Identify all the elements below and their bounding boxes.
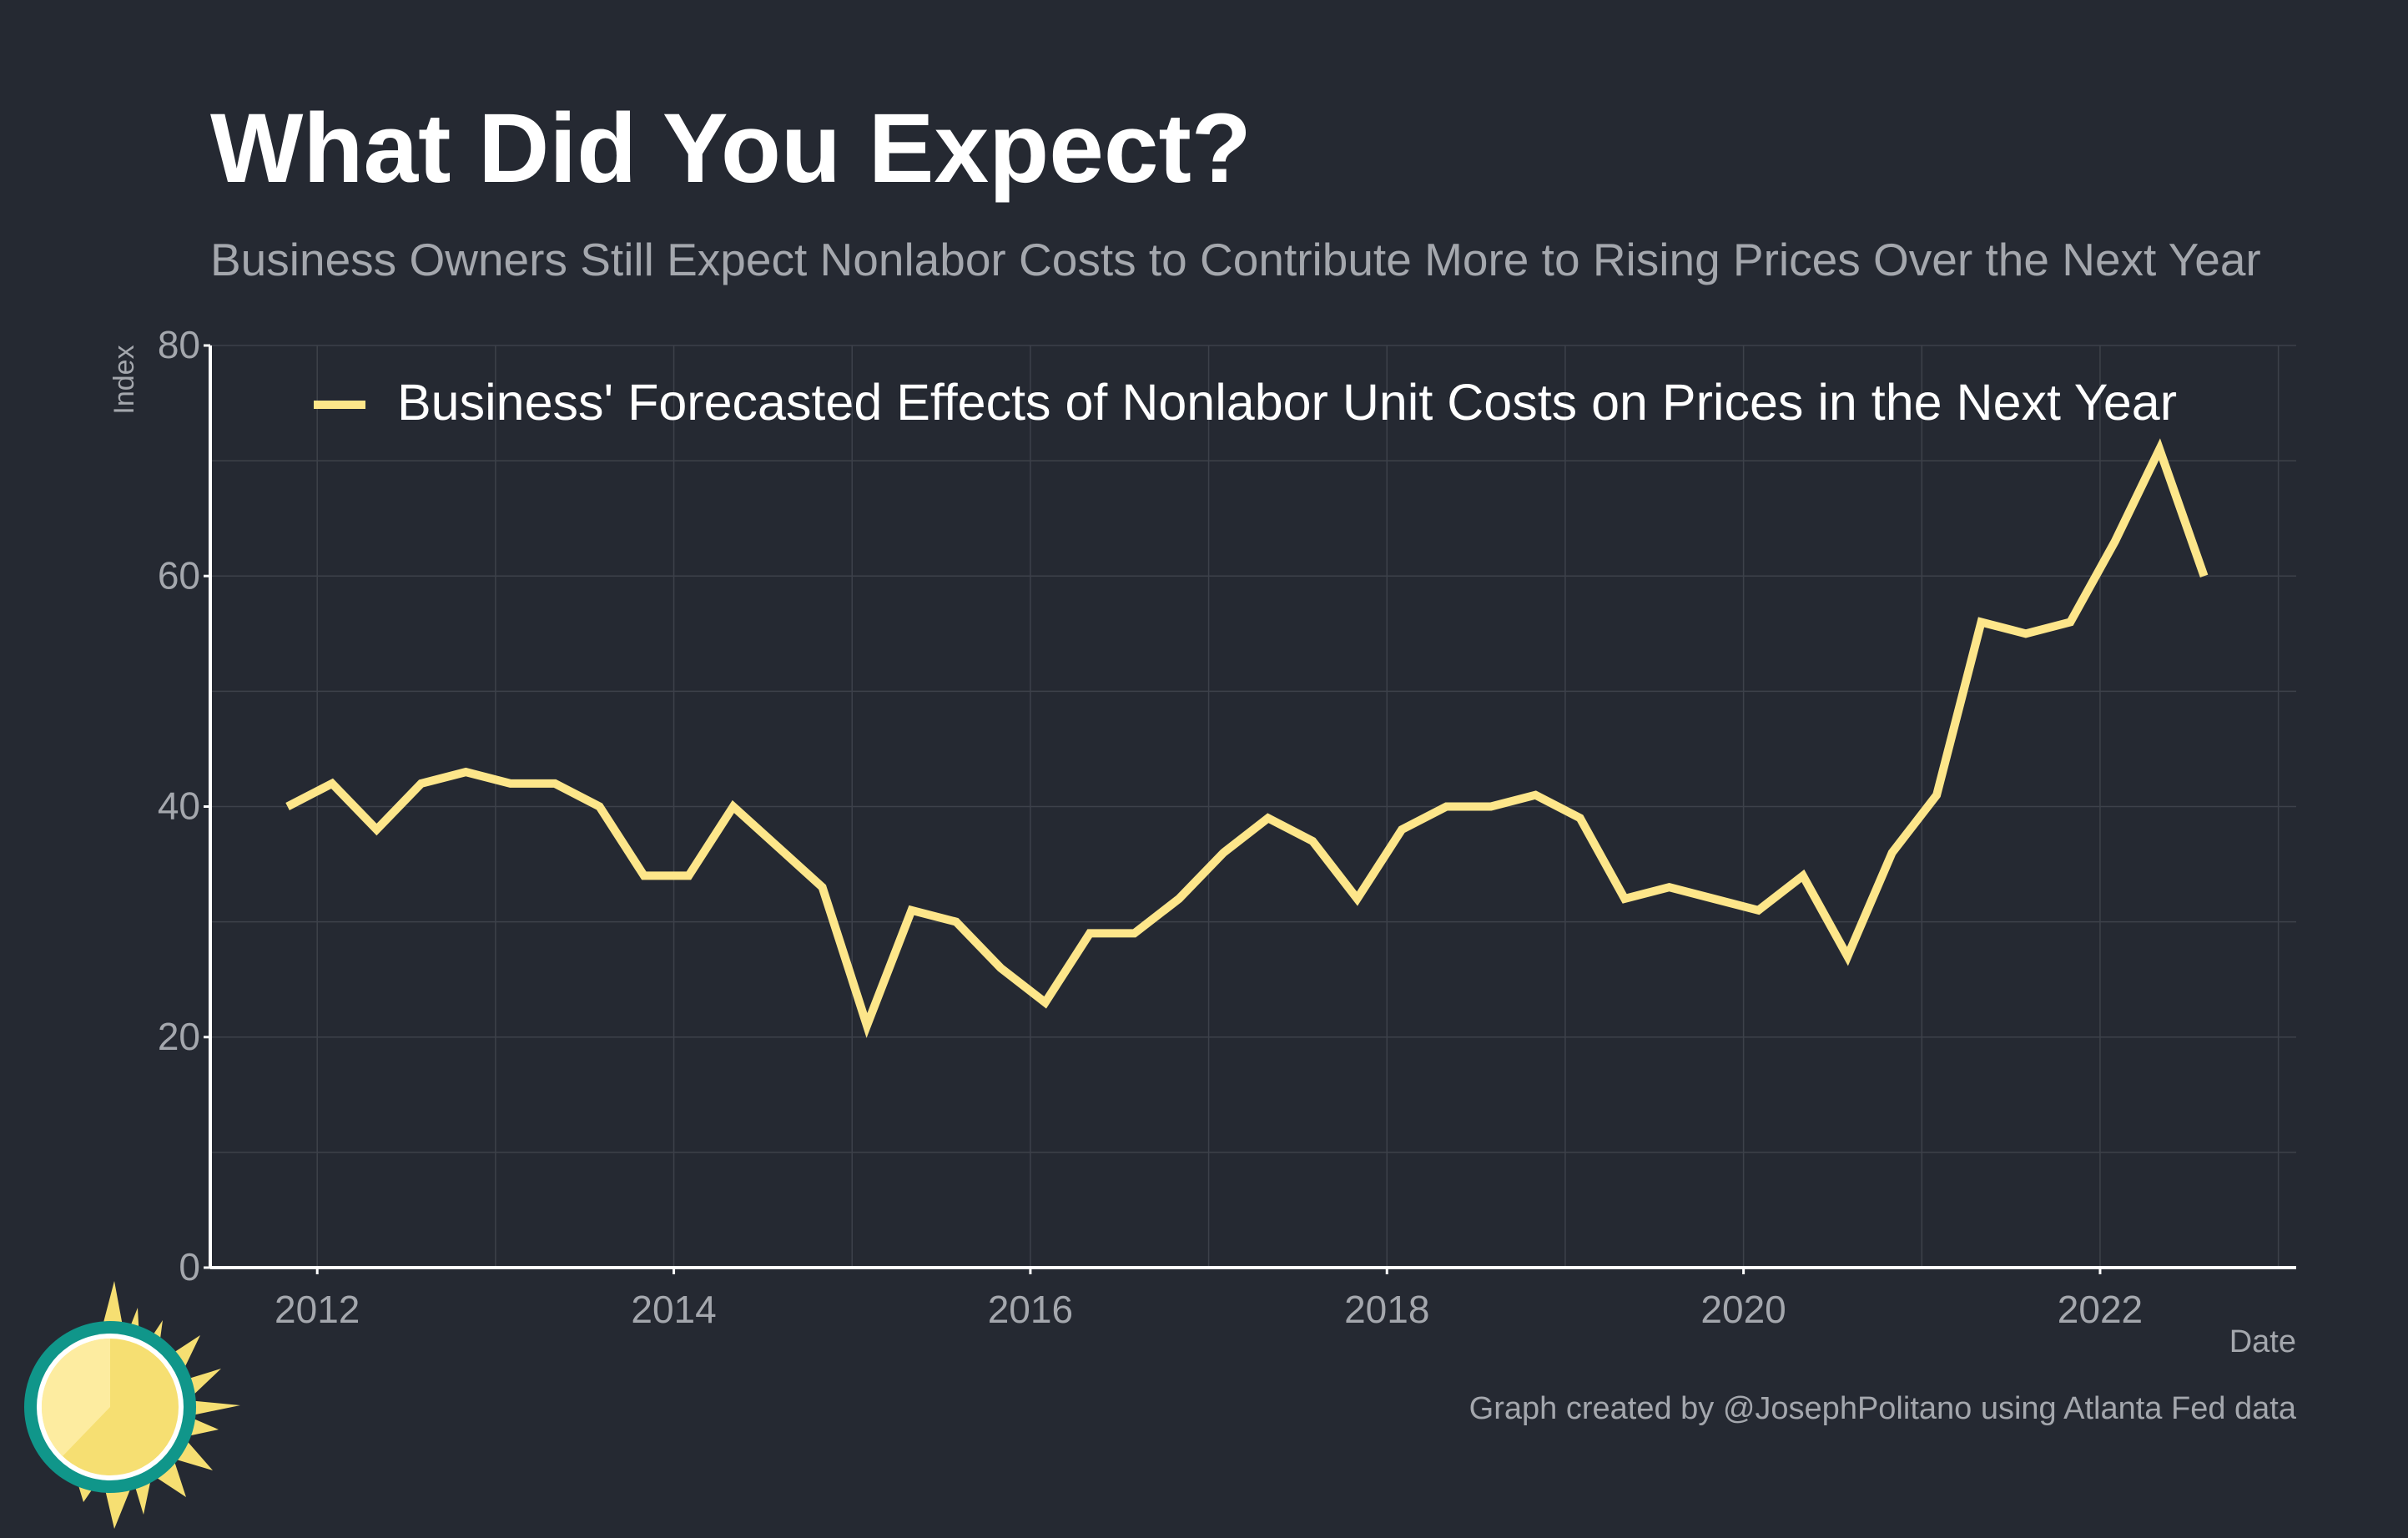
y-axis-title: Index: [108, 345, 140, 414]
x-tick-label: 2012: [275, 1288, 360, 1331]
x-tick-label: 2018: [1344, 1288, 1429, 1331]
y-tick-label: 40: [158, 784, 200, 828]
chart-caption: Graph created by @JosephPolitano using A…: [1469, 1391, 2297, 1426]
legend: Business' Forecasted Effects of Nonlabor…: [314, 374, 2177, 431]
y-tick-label: 0: [179, 1245, 200, 1288]
sun-logo-icon: [24, 1281, 240, 1529]
y-tick-label: 60: [158, 553, 200, 597]
x-tick-label: 2016: [988, 1288, 1073, 1331]
axes: [204, 344, 2296, 1274]
x-axis-title: Date: [2229, 1324, 2296, 1359]
series-layer: [285, 438, 2209, 1038]
x-tick-label: 2020: [1700, 1288, 1786, 1331]
y-tick-label: 80: [158, 323, 200, 366]
series-line: [285, 438, 2209, 1038]
sun-highlight: [41, 1339, 110, 1456]
grid: [210, 345, 2296, 1268]
chart-title: What Did You Expect?: [210, 93, 1252, 204]
tick-labels: 0 20 40 60 80 2012 2014 2016 2018 2020 2022: [158, 323, 2143, 1331]
legend-label: Business' Forecasted Effects of Nonlabor…: [397, 374, 2177, 431]
x-tick-label: 2014: [631, 1288, 716, 1331]
y-tick-label: 20: [158, 1015, 200, 1058]
x-tick-label: 2022: [2058, 1288, 2143, 1331]
chart-subtitle: Business Owners Still Expect Nonlabor Co…: [210, 234, 2261, 285]
